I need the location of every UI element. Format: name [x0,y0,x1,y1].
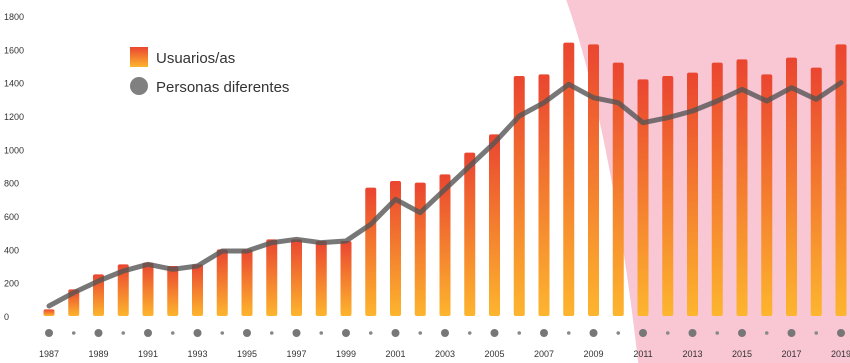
x-marker-2005 [490,329,499,337]
bar-2002 [414,182,426,316]
highlight-region [566,0,850,363]
bar-1990 [117,264,129,316]
y-tick-label: 0 [4,312,9,322]
x-tick-label: 1991 [138,349,158,359]
x-tick-label: 2001 [385,349,405,359]
x-marker-2014 [715,331,720,335]
bar-2006 [513,76,525,316]
x-marker-1994 [220,331,225,335]
x-marker-1992 [170,331,175,335]
y-tick-label: 1600 [4,45,24,55]
x-marker-2016 [764,331,769,335]
bar-2018 [810,67,822,317]
x-tick-label: 1997 [286,349,306,359]
bar-1993 [192,264,203,316]
bar-1997 [291,239,302,316]
x-marker-2009 [589,329,598,337]
x-marker-1988 [71,331,76,335]
x-tick-label: 2009 [583,349,603,359]
x-marker-2013 [688,329,697,337]
x-tick-label: 2005 [484,349,504,359]
x-marker-1990 [121,331,126,335]
x-marker-1998 [319,331,324,335]
x-marker-1999 [342,329,350,337]
bar-1992 [167,266,179,316]
x-tick-label: 2013 [682,349,702,359]
x-marker-2006 [517,331,522,335]
x-marker-2012 [665,331,670,335]
y-tick-label: 1800 [4,12,24,22]
bar-1994 [216,249,228,316]
x-marker-2015 [738,329,746,337]
bar-2011 [637,79,649,316]
bar-1996 [266,239,278,316]
x-marker-1997 [292,329,301,337]
bar-2013 [687,72,698,317]
y-tick-label: 800 [4,179,19,189]
x-marker-2018 [814,331,819,335]
y-tick-label: 600 [4,212,19,222]
bar-1998 [315,241,327,316]
bar-2009 [588,44,599,316]
legend-swatch-personas [130,77,148,95]
y-tick-label: 1200 [4,112,24,122]
x-marker-2010 [616,331,621,335]
y-tick-label: 1400 [4,79,24,89]
bar-2003 [439,174,451,316]
line-personas-diferentes [46,80,844,309]
y-tick-label: 1000 [4,145,24,155]
bar-2001 [390,181,401,316]
bar-1987 [43,309,55,316]
bar-2012 [662,76,674,316]
legend-label-personas: Personas diferentes [156,79,289,96]
x-marker-1991 [144,329,152,337]
y-tick-label: 400 [4,245,19,255]
x-marker-2001 [391,329,400,337]
bar-2000 [365,187,377,316]
bar-2015 [736,59,748,316]
x-marker-1995 [243,329,251,337]
legend-label-usuarios: Usuarios/as [156,50,235,67]
x-tick-label: 2011 [633,349,652,359]
x-tick-label: 1993 [187,349,207,359]
x-marker-2011 [639,329,647,337]
x-marker-1987 [45,329,53,337]
y-tick-label: 200 [4,279,19,289]
bar-1991 [142,262,154,316]
bar-2010 [612,62,624,316]
bar-2019 [835,44,847,316]
x-tick-label: 2007 [534,349,554,359]
x-marker-2017 [787,329,796,337]
bar-2014 [711,62,723,316]
x-marker-1993 [193,329,202,337]
x-marker-2003 [441,329,449,337]
x-marker-2007 [540,329,548,337]
bar-1995 [241,249,253,316]
bar-2008 [563,42,575,317]
bar-2016 [761,74,773,316]
x-tick-label: 1987 [39,349,59,359]
x-marker-2004 [467,331,472,335]
x-marker-2019 [837,329,845,337]
x-marker-1989 [94,329,103,337]
bar-2007 [538,74,550,316]
x-marker-2002 [418,331,423,335]
bar-2017 [786,57,797,317]
x-marker-1996 [269,331,274,335]
bar-1999 [340,241,352,316]
x-marker-2008 [566,331,571,335]
x-tick-label: 2015 [732,349,752,359]
x-tick-label: 2019 [831,349,850,359]
x-tick-label: 1989 [88,349,108,359]
bar-2004 [464,152,476,316]
x-tick-label: 1999 [336,349,356,359]
x-marker-2000 [368,331,373,335]
x-tick-label: 2017 [781,349,801,359]
bar-2005 [489,134,500,316]
legend-swatch-usuarios [130,47,148,67]
x-tick-label: 2003 [435,349,455,359]
x-tick-label: 1995 [237,349,257,359]
